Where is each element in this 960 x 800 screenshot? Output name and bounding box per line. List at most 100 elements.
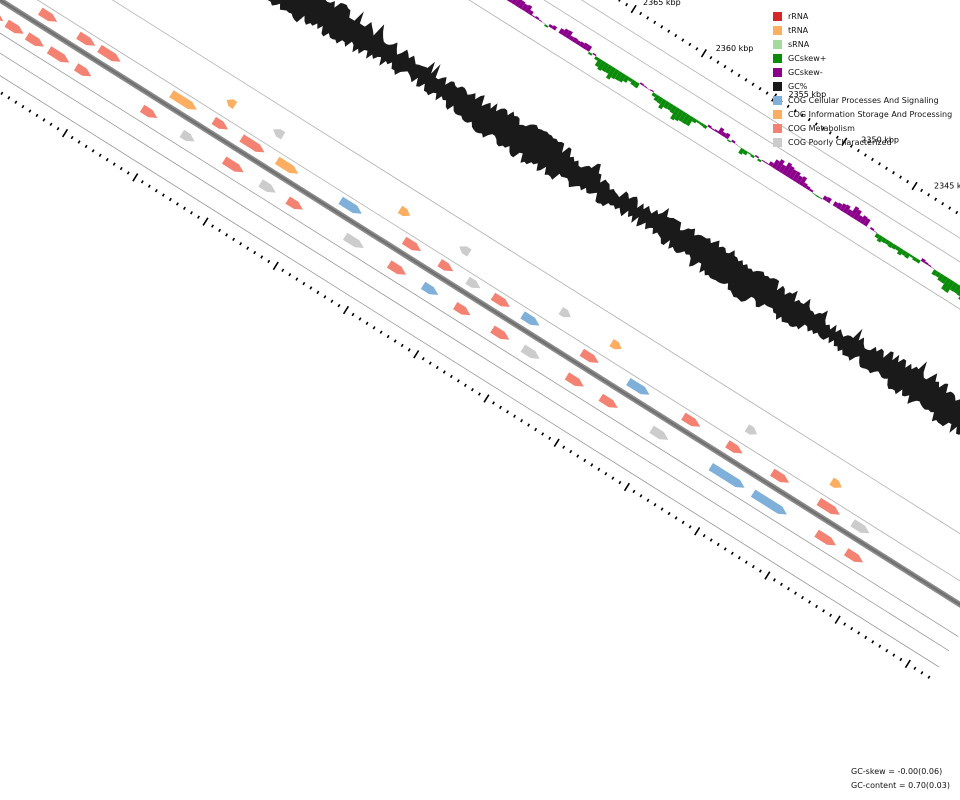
position-tick <box>758 569 762 573</box>
gene-arrow <box>239 134 265 153</box>
track-guide-line <box>580 0 960 239</box>
position-tick <box>920 671 924 675</box>
gc-skew-segment <box>643 85 648 89</box>
gc-skew-segment <box>517 0 526 10</box>
gc-skew-segment <box>572 37 578 44</box>
position-tick <box>667 511 671 516</box>
legend-label: GC% <box>788 81 808 91</box>
gc-skew-segment <box>541 21 546 25</box>
position-tick <box>730 551 734 556</box>
gc-skew-segment <box>646 87 651 91</box>
position-tick <box>794 591 797 595</box>
position-tick <box>147 184 151 188</box>
position-tick <box>527 423 531 427</box>
gene-arrow <box>770 468 790 483</box>
position-tick <box>639 494 643 498</box>
position-tick <box>553 438 560 447</box>
legend-swatch <box>773 11 782 21</box>
gc-skew-segment <box>778 164 787 174</box>
gc-skew-segment <box>818 196 823 200</box>
position-tick <box>202 217 209 226</box>
legend-label: COG Metabolism <box>788 123 855 133</box>
kbp-label: 2365 kbp <box>643 0 681 7</box>
position-tick <box>758 86 762 91</box>
legend-label: GCskew- <box>788 67 823 77</box>
position-tick <box>611 476 615 480</box>
position-tick <box>751 82 755 86</box>
gene-arrow <box>420 281 439 295</box>
gc-skew-segment <box>666 103 674 111</box>
position-tick <box>911 181 918 191</box>
gc-skew-segment <box>825 197 832 204</box>
gene-arrow <box>46 46 70 63</box>
gene-arrow <box>38 7 58 22</box>
position-tick <box>548 436 552 441</box>
gene-arrow <box>850 519 870 534</box>
position-tick <box>70 135 74 140</box>
position-tick <box>688 525 692 529</box>
gene-arrow <box>24 32 44 47</box>
gene-arrow <box>274 156 299 174</box>
cog-feature-tracks <box>0 7 870 563</box>
position-tick <box>829 613 833 617</box>
position-tick <box>920 188 924 193</box>
position-tick <box>709 56 713 60</box>
gc-skew-segment <box>896 247 904 256</box>
legend-swatch <box>773 39 782 49</box>
position-tick <box>337 303 341 308</box>
track-guide-line <box>111 0 960 535</box>
position-tick <box>232 237 236 241</box>
position-ticks <box>0 0 959 679</box>
gene-arrow <box>273 129 286 140</box>
gene-arrow <box>258 179 276 193</box>
position-tick <box>801 595 804 600</box>
gene-arrow <box>386 260 407 275</box>
gc-skew-segment <box>935 271 941 278</box>
position-tick <box>520 418 524 423</box>
position-tick <box>91 149 95 153</box>
legend-item: GCskew+ <box>773 51 952 65</box>
gene-arrow <box>459 246 472 257</box>
gc-skew-segment <box>924 261 929 265</box>
position-tick <box>941 201 945 206</box>
position-tick <box>751 564 755 569</box>
gene-arrow <box>338 196 362 214</box>
position-tick <box>674 33 678 38</box>
position-tick <box>435 365 439 370</box>
gc-skew-segment <box>805 185 811 191</box>
position-tick <box>365 321 369 326</box>
legend: rRNA tRNA sRNA GCskew+ GCskew- GC% COG Cellula… <box>773 9 952 149</box>
gc-skew-segment <box>555 30 559 33</box>
gene-arrow <box>598 393 618 408</box>
position-tick <box>569 449 573 454</box>
gene-arrow <box>558 307 571 318</box>
position-tick <box>864 635 868 640</box>
position-tick <box>653 502 657 507</box>
position-tick <box>98 153 102 157</box>
gc-skew-segment <box>895 245 901 252</box>
gc-skew-segment <box>528 9 534 16</box>
legend-swatch <box>773 95 782 105</box>
legend-swatch <box>773 81 782 91</box>
gene-arrow <box>179 129 195 142</box>
position-tick <box>28 109 32 113</box>
gc-skew-segment <box>633 81 640 89</box>
position-tick <box>267 259 271 264</box>
position-tick <box>407 348 411 352</box>
position-tick <box>800 113 804 117</box>
gc-skew-segment <box>507 0 513 3</box>
position-tick <box>856 148 860 153</box>
gc-skew-segment <box>768 161 774 167</box>
legend-label: COG Cellular Processes And Signaling <box>788 95 939 105</box>
position-tick <box>807 117 811 122</box>
position-tick <box>674 516 678 520</box>
position-tick <box>272 261 279 271</box>
gc-skew-segment <box>531 14 536 18</box>
position-tick <box>660 25 664 29</box>
gc-skew-segment <box>678 111 688 123</box>
position-tick <box>630 4 637 14</box>
position-tick <box>42 118 46 122</box>
gc-skew-segment <box>765 161 769 165</box>
gc-skew-segment <box>944 279 955 293</box>
